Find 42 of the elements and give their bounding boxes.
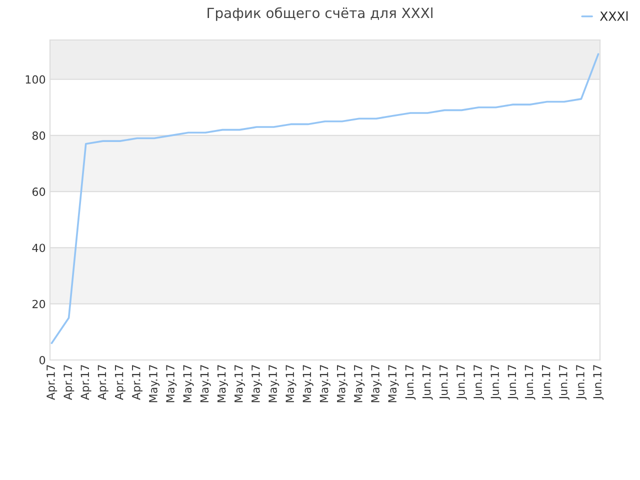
x-tick-label: May.17: [371, 365, 382, 402]
x-tick-label: Apr.17: [114, 365, 126, 400]
x-tick-label: Jun.17: [542, 365, 552, 400]
x-tick-label: Jun.17: [474, 365, 484, 400]
x-tick-label: May.17: [268, 365, 280, 402]
x-tick-label: May.17: [149, 365, 160, 402]
x-tick-label: Apr.17: [80, 365, 92, 400]
x-tick-label: Jun.17: [508, 365, 518, 400]
x-tick-label: May.17: [302, 365, 314, 402]
x-tick-label: Jun.17: [593, 365, 604, 400]
x-tick-label: Apr.17: [132, 365, 142, 400]
x-tick-label: Jun.17: [559, 365, 570, 400]
x-tick-label: May.17: [286, 365, 296, 402]
x-tick-label: May.17: [183, 365, 194, 402]
y-tick-label: 100: [26, 75, 46, 84]
y-tick-label: 20: [32, 300, 46, 308]
y-tick-label: 60: [32, 188, 46, 196]
x-tick-label: May.17: [217, 365, 228, 402]
x-tick-label: May.17: [252, 365, 262, 402]
x-tick-label: May.17: [354, 365, 365, 402]
x-tick-label: Jun.17: [440, 365, 450, 400]
x-tick-label: Jun.17: [490, 365, 502, 400]
y-tick-label: 40: [32, 244, 46, 252]
x-tick-label: Jun.17: [456, 365, 467, 400]
x-tick-label: Jun.17: [524, 365, 536, 400]
x-tick-label: Apr.17: [46, 365, 58, 400]
legend-label: XXXl: [600, 11, 628, 21]
x-tick-label: May.17: [166, 365, 177, 402]
x-tick-label: May.17: [200, 365, 211, 402]
line-series: [50, 53, 600, 344]
x-tick-label: Apr.17: [98, 365, 108, 400]
x-tick-label: Apr.17: [64, 365, 74, 400]
y-tick-label: 80: [32, 131, 46, 140]
x-tick-label: Jun.17: [422, 365, 433, 400]
chart-title: График общего счёта для XXXl: [208, 7, 432, 21]
x-tick-label: Jun.17: [405, 365, 416, 400]
y-tick-label: 0: [39, 356, 46, 364]
x-tick-label: May.17: [320, 365, 330, 402]
x-tick-label: May.17: [388, 365, 399, 402]
x-tick-label: Jun.17: [576, 365, 586, 400]
x-tick-label: May.17: [234, 365, 245, 402]
x-tick-label: May.17: [337, 365, 348, 402]
